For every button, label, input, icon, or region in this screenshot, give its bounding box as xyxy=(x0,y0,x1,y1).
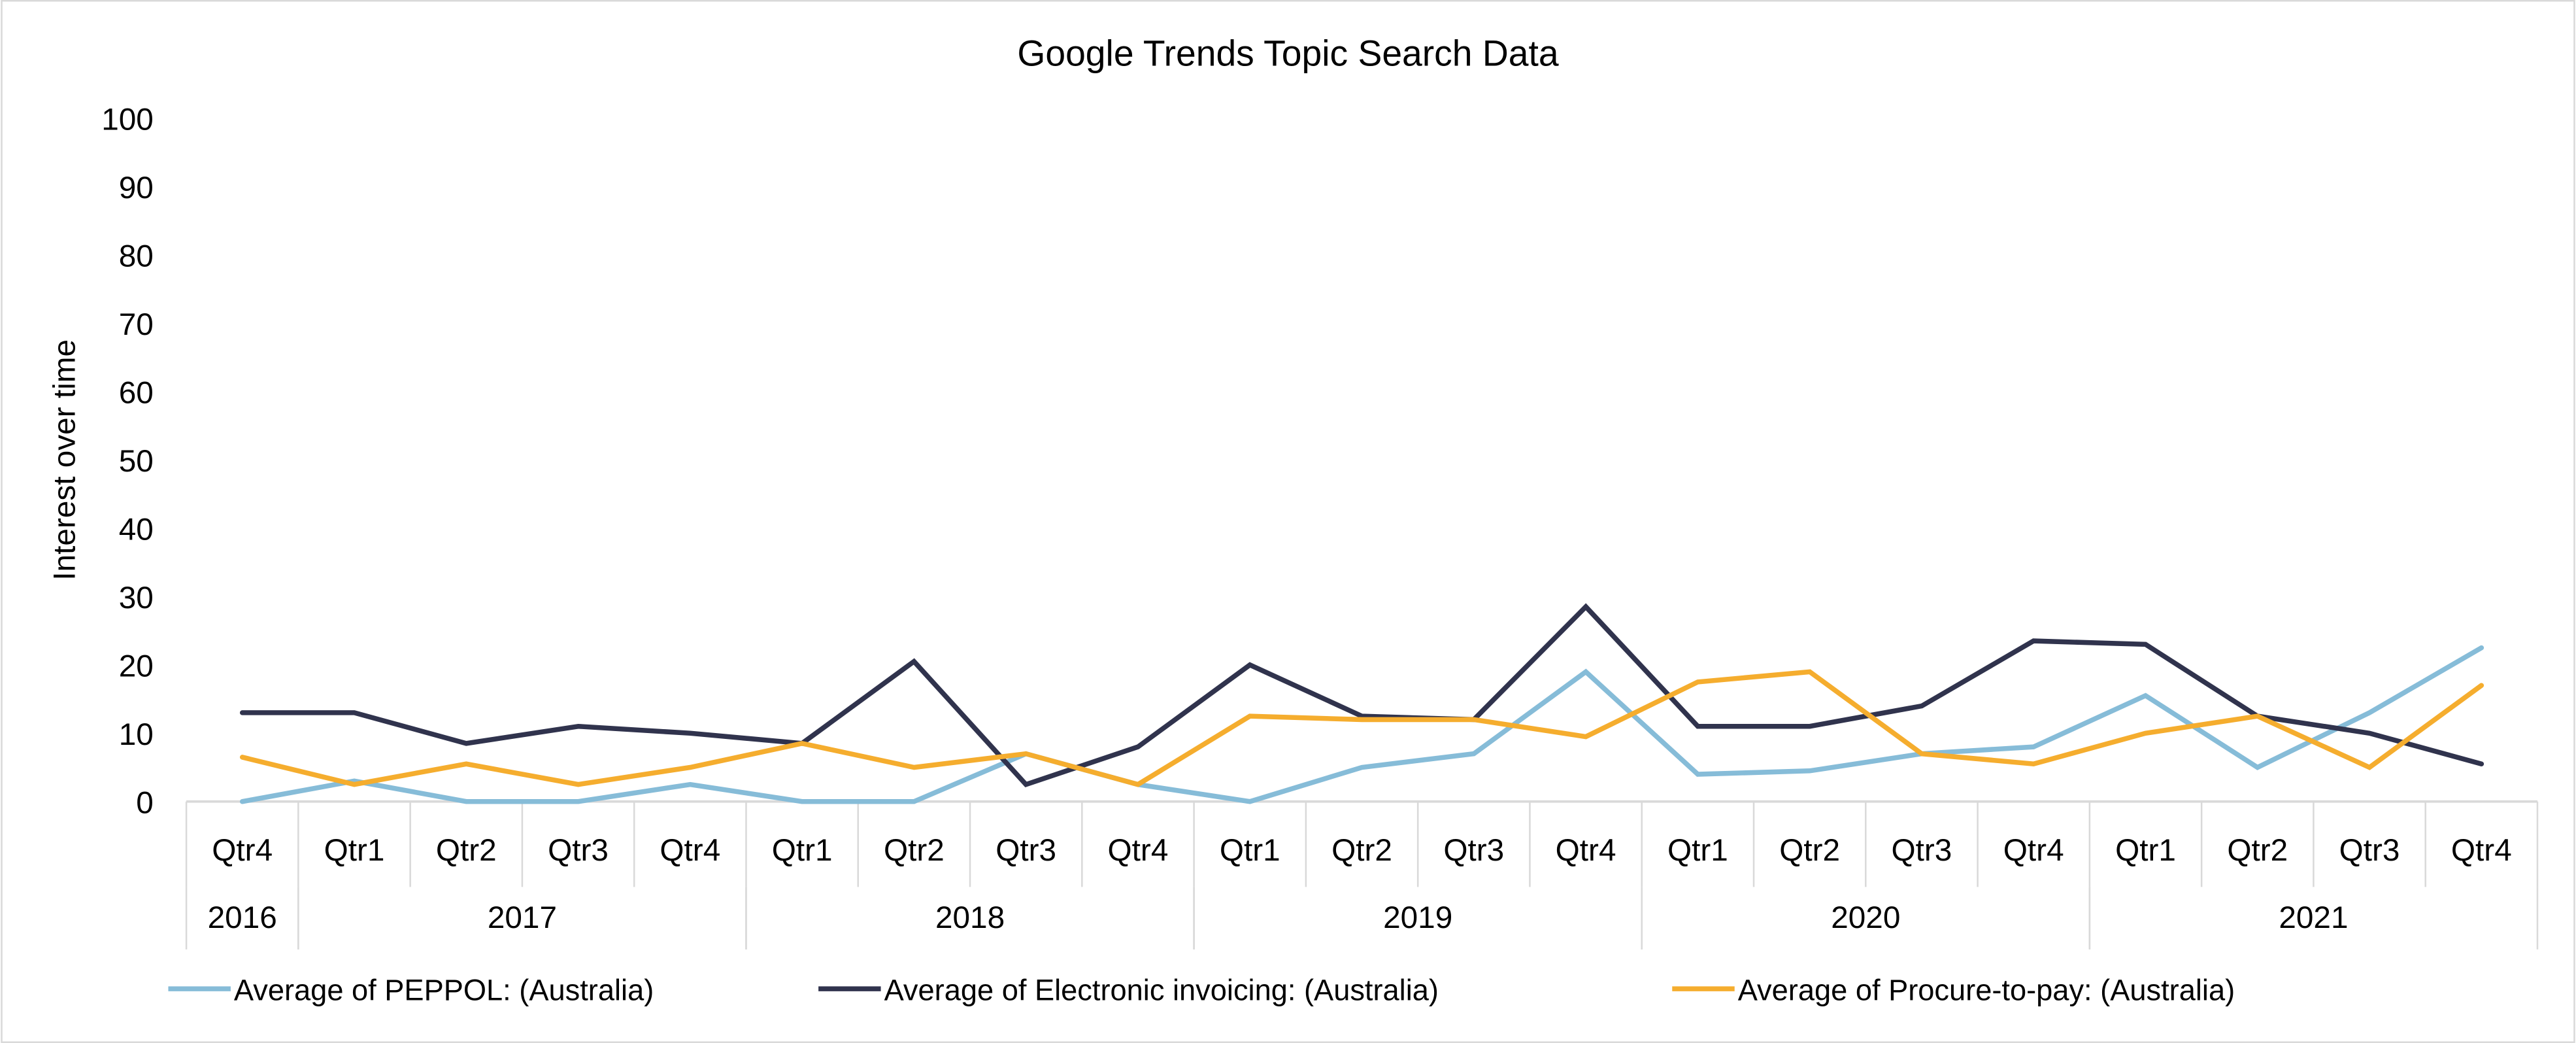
year-label: 2016 xyxy=(208,900,277,935)
x-tick-label: Qtr4 xyxy=(212,833,273,868)
series-line xyxy=(239,669,2484,787)
x-tick-label: Qtr4 xyxy=(2451,833,2512,868)
year-label: 2019 xyxy=(1383,900,1452,935)
chart-title: Google Trends Topic Search Data xyxy=(1017,33,1558,73)
y-axis-label: Interest over time xyxy=(47,339,82,581)
x-tick-label: Qtr1 xyxy=(2115,833,2176,868)
year-label: 2020 xyxy=(1831,900,1900,935)
x-tick-label: Qtr1 xyxy=(1667,833,1728,868)
y-tick-label: 0 xyxy=(136,785,154,820)
y-tick-label: 90 xyxy=(119,171,154,205)
y-tick-label: 80 xyxy=(119,239,154,273)
legend-label: Average of Electronic invoicing: (Austra… xyxy=(884,974,1439,1007)
x-tick-label: Qtr3 xyxy=(2339,833,2400,868)
y-tick-label: 10 xyxy=(119,717,154,752)
x-tick-label: Qtr3 xyxy=(548,833,609,868)
x-tick-label: Qtr3 xyxy=(1892,833,1952,868)
y-tick-label: 70 xyxy=(119,307,154,342)
legend-label: Average of PEPPOL: (Australia) xyxy=(234,974,654,1007)
x-tick-label: Qtr2 xyxy=(436,833,497,868)
x-tick-label: Qtr4 xyxy=(660,833,720,868)
x-tick-label: Qtr1 xyxy=(324,833,385,868)
x-tick-label: Qtr3 xyxy=(1443,833,1504,868)
x-tick-label: Qtr3 xyxy=(995,833,1056,868)
x-tick-label: Qtr2 xyxy=(2227,833,2288,868)
y-tick-label: 100 xyxy=(101,102,154,137)
year-label: 2017 xyxy=(488,900,557,935)
y-tick-label: 30 xyxy=(119,581,154,615)
year-label: 2018 xyxy=(935,900,1005,935)
x-tick-label: Qtr4 xyxy=(1108,833,1169,868)
series-line xyxy=(239,603,2484,787)
year-label: 2021 xyxy=(2279,900,2348,935)
x-tick-label: Qtr1 xyxy=(1220,833,1280,868)
y-tick-label: 20 xyxy=(119,649,154,683)
legend-label: Average of Procure-to-pay: (Australia) xyxy=(1738,974,2235,1007)
x-tick-label: Qtr4 xyxy=(1556,833,1616,868)
x-tick-label: Qtr2 xyxy=(1779,833,1840,868)
series-line xyxy=(239,645,2484,804)
x-tick-label: Qtr2 xyxy=(1331,833,1392,868)
x-tick-label: Qtr2 xyxy=(884,833,945,868)
y-tick-label: 40 xyxy=(119,512,154,547)
x-tick-label: Qtr1 xyxy=(772,833,833,868)
y-tick-label: 50 xyxy=(119,444,154,479)
y-tick-label: 60 xyxy=(119,375,154,410)
x-tick-label: Qtr4 xyxy=(2003,833,2064,868)
